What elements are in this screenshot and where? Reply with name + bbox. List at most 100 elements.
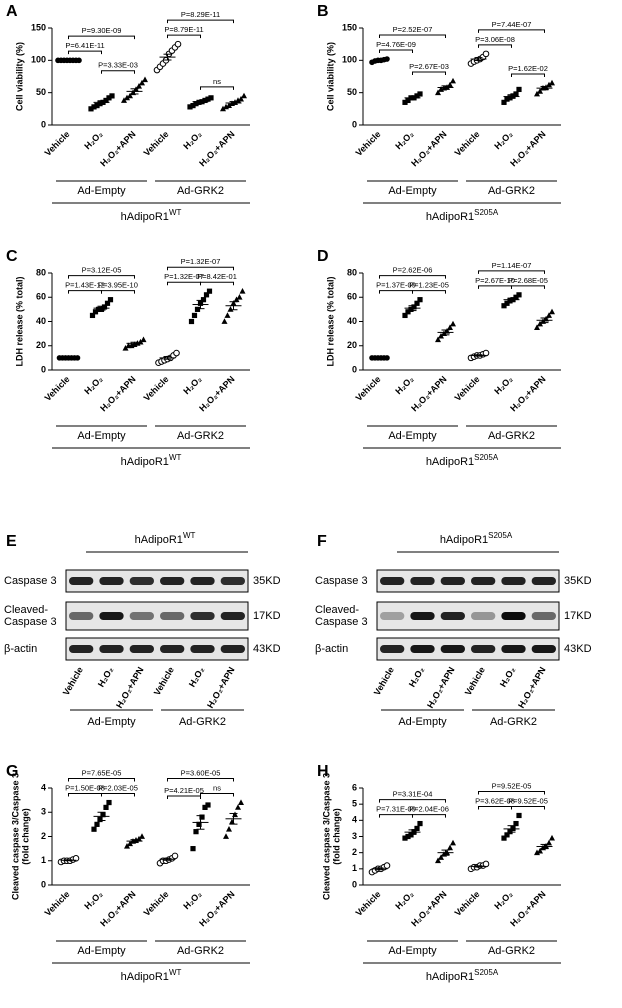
lane-label: H₂O₂+APN	[425, 665, 457, 710]
x-tick-label: H₂O₂	[181, 129, 203, 151]
data-point	[224, 312, 231, 318]
x-tick-label: H₂O₂+APN	[409, 374, 448, 413]
data-point	[127, 840, 133, 847]
x-tick-label: H₂O₂+APN	[197, 889, 236, 928]
data-point	[549, 308, 555, 315]
data-point	[402, 835, 408, 841]
y-tick-label: 20	[36, 340, 46, 350]
blot-band	[220, 612, 245, 620]
x-tick-label: Vehicle	[142, 374, 171, 403]
data-point	[546, 312, 552, 318]
data-point	[106, 95, 112, 101]
data-point	[235, 804, 241, 810]
data-point	[226, 102, 232, 108]
data-point	[405, 309, 411, 315]
data-point	[139, 79, 145, 86]
data-point	[534, 90, 540, 97]
title-text: hAdipoR1	[426, 456, 474, 468]
blot-band	[440, 577, 465, 585]
group-label: Ad-Empty	[77, 430, 126, 442]
p-value: P=1.23E-05	[409, 281, 449, 290]
blot-band	[220, 645, 245, 653]
group-label: Ad-GRK2	[488, 185, 535, 197]
group-label: Ad-GRK2	[179, 716, 226, 728]
data-point	[91, 104, 97, 110]
significance-bracket	[68, 778, 135, 782]
significance-bracket	[478, 790, 545, 795]
data-point	[435, 89, 441, 96]
y-tick-label: 100	[342, 55, 357, 65]
blot-band	[380, 612, 405, 620]
blot-band	[410, 612, 435, 620]
blot-band	[160, 645, 185, 653]
data-point	[549, 834, 555, 841]
blot-band	[380, 645, 405, 653]
significance-bracket	[167, 795, 201, 799]
data-point	[103, 804, 109, 810]
title-superscript: S205A	[474, 968, 499, 977]
lane-label: H₂O₂	[96, 665, 115, 689]
significance-bracket	[101, 290, 135, 294]
y-tick-label: 40	[36, 316, 46, 326]
data-point	[534, 324, 540, 330]
data-point	[233, 296, 240, 303]
y-axis-label: LDH release (% total)	[14, 276, 24, 366]
p-value: P=7.65E-05	[82, 769, 122, 778]
y-axis-label: Cell viability (%)	[14, 42, 24, 111]
row-label: Caspase 3	[4, 575, 57, 587]
data-point	[435, 336, 441, 343]
panel-letter: F	[317, 533, 327, 550]
significance-bracket	[379, 49, 413, 54]
y-tick-label: 0	[41, 879, 46, 889]
x-tick-label: Vehicle	[453, 374, 482, 403]
data-point	[405, 833, 411, 840]
data-point	[501, 99, 507, 105]
blot-band	[501, 577, 526, 585]
significance-bracket	[379, 275, 446, 279]
y-tick-label: 3	[41, 807, 46, 817]
p-value: P=4.21E-05	[164, 786, 204, 795]
blot-band	[501, 645, 526, 653]
data-point	[136, 83, 142, 89]
x-tick-label: H₂O₂+APN	[508, 129, 547, 168]
significance-bracket	[379, 814, 413, 818]
title-superscript: WT	[169, 968, 182, 977]
data-point	[384, 56, 390, 62]
data-point	[513, 294, 519, 300]
data-point	[414, 300, 420, 306]
significance-bracket	[68, 35, 135, 40]
p-value: P=8.29E-11	[181, 10, 220, 19]
p-value: P=3.95E-10	[98, 281, 138, 290]
p-value: P=3.60E-05	[181, 769, 221, 778]
data-point	[447, 324, 453, 330]
group-title: hAdipoR1S205A	[426, 208, 499, 223]
blot-band	[190, 612, 215, 620]
x-tick-label: Vehicle	[43, 889, 72, 918]
p-value: P=7.31E-09	[376, 805, 416, 814]
p-value: P=8.79E-11	[164, 25, 203, 34]
data-point	[510, 93, 516, 99]
group-title: hAdipoR1S205A	[426, 453, 499, 468]
title-superscript: S205A	[474, 208, 499, 217]
blot-band	[190, 645, 215, 653]
title-superscript: WT	[183, 531, 196, 540]
significance-bracket	[511, 285, 545, 289]
lane-label: H₂O₂	[187, 665, 206, 689]
x-tick-label: H₂O₂	[82, 889, 104, 911]
data-point	[450, 839, 456, 846]
p-value: P=2.04E-06	[409, 805, 449, 814]
data-point	[72, 855, 80, 862]
panel-letter: E	[6, 533, 17, 550]
significance-bracket	[200, 793, 234, 797]
lane-label: H₂O₂	[498, 665, 517, 689]
y-tick-label: 4	[352, 815, 357, 825]
group-label: Ad-GRK2	[490, 716, 537, 728]
data-point	[95, 306, 102, 312]
blot-band	[69, 645, 94, 653]
row-label: Cleaved-	[4, 604, 48, 616]
data-point	[124, 843, 130, 849]
p-value: P=1.43E-12	[65, 281, 105, 290]
y-tick-label: 1	[41, 855, 46, 865]
data-point	[199, 814, 205, 820]
significance-bracket	[68, 275, 135, 279]
